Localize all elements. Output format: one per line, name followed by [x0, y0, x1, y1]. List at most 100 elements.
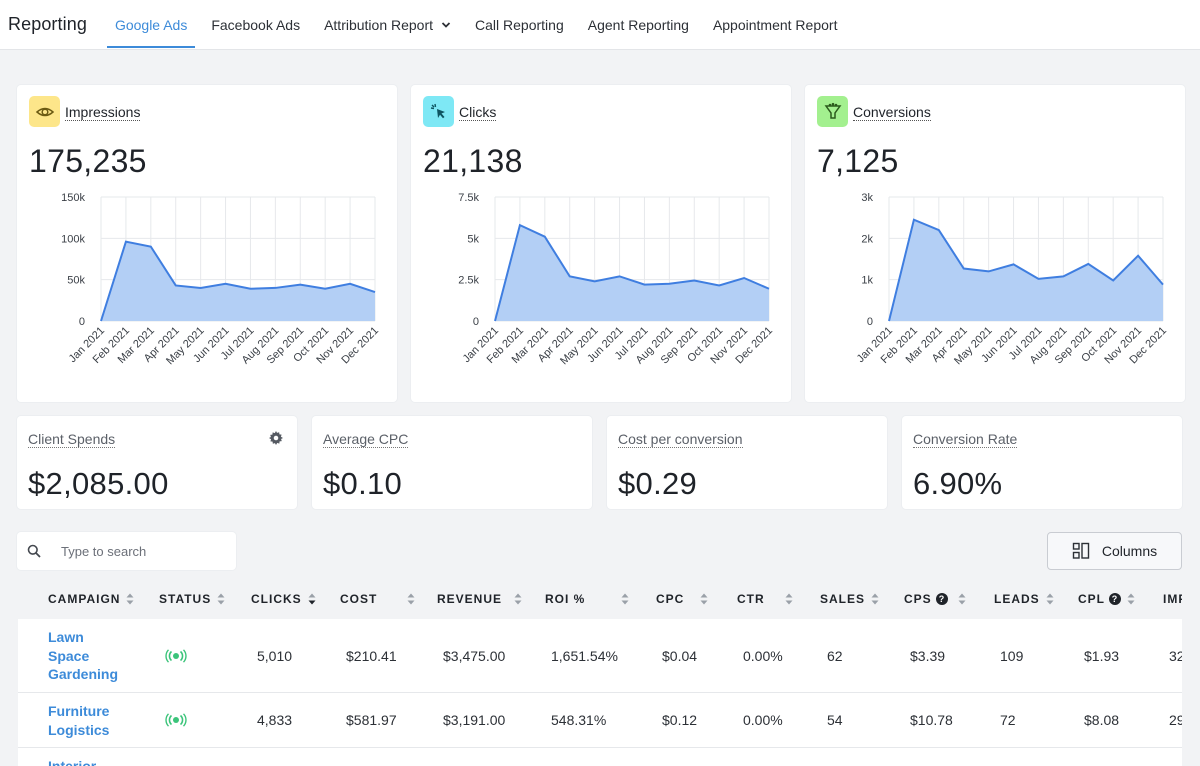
cell-cps: $10.78 — [910, 712, 953, 728]
col-cost[interactable]: COST — [340, 592, 415, 606]
sort-icon — [514, 593, 522, 605]
cell-ctr: 0.00% — [743, 712, 783, 728]
col-revenue[interactable]: REVENUE — [437, 592, 522, 606]
stat-value: $2,085.00 — [28, 466, 169, 501]
y-tick-label: 2k — [861, 233, 873, 245]
sort-desc-icon — [308, 593, 316, 605]
help-icon[interactable]: ? — [1109, 593, 1121, 605]
y-tick-label: 3k — [861, 192, 873, 204]
average-cpc-card: Average CPC $0.10 — [312, 416, 592, 509]
metric-value: 21,138 — [423, 143, 523, 179]
campaign-link[interactable]: Lawn Space Gardening — [48, 629, 119, 682]
stat-label[interactable]: Average CPC — [323, 431, 409, 448]
cell-revenue: $3,191.00 — [443, 712, 506, 728]
col-clicks[interactable]: CLICKS — [251, 592, 316, 606]
broadcast-status-icon — [165, 649, 187, 663]
header-label: COST — [340, 592, 378, 606]
tab-label: Call Reporting — [475, 16, 564, 33]
chevron-down-icon — [441, 21, 451, 28]
cursor-click-icon — [423, 96, 454, 127]
col-roi[interactable]: ROI % — [545, 592, 629, 606]
broadcast-status-icon — [165, 713, 187, 727]
table-row: Lawn Space Gardening 5,010 $210.41 $3,47… — [18, 619, 1182, 693]
col-ctr[interactable]: CTR — [737, 592, 793, 606]
cell-impressions: 32 — [1169, 648, 1182, 664]
stat-value: $0.29 — [618, 466, 698, 501]
col-cpc[interactable]: CPC — [656, 592, 708, 606]
tab-agent-reporting[interactable]: Agent Reporting — [580, 0, 697, 50]
tab-label: Agent Reporting — [587, 16, 689, 33]
cell-sales: 62 — [827, 648, 843, 664]
cell-cpc: $0.04 — [662, 648, 698, 664]
header-label: CPC — [656, 592, 685, 606]
header-label: REVENUE — [437, 592, 503, 606]
col-cpl[interactable]: CPL ? — [1078, 592, 1135, 606]
tab-label: Facebook Ads — [211, 16, 301, 33]
series-line — [494, 223, 770, 322]
metric-label[interactable]: Impressions — [65, 104, 141, 121]
stat-label[interactable]: Cost per conversion — [618, 431, 743, 448]
y-tick-label: 50k — [67, 275, 85, 287]
tab-label: Appointment Report — [712, 16, 838, 33]
stat-value: 6.90% — [913, 466, 1003, 501]
sort-icon — [407, 593, 415, 605]
funnel-icon — [817, 96, 848, 127]
sort-icon — [126, 593, 134, 605]
series-line — [100, 240, 376, 322]
table-row: Furniture Logistics 4,833 $581.97 $3,191… — [18, 693, 1182, 748]
tab-label: Attribution Report — [324, 16, 434, 33]
tab-facebook-ads[interactable]: Facebook Ads — [203, 0, 308, 50]
col-campaign[interactable]: CAMPAIGN — [48, 592, 134, 606]
columns-button[interactable]: Columns — [1047, 532, 1182, 570]
cell-cpc: $0.12 — [662, 712, 698, 728]
y-tick-label: 2.5k — [458, 275, 479, 287]
conversions-card: Conversions 7,125 0 1k 2k 3k Jan 2021 Feb 202… — [805, 85, 1185, 402]
campaign-table: CAMPAIGN STATUS CLICKS COST REVENUE ROI … — [18, 578, 1182, 766]
stat-label[interactable]: Client Spends — [28, 431, 116, 448]
brand-title: Reporting — [8, 14, 87, 34]
sort-icon — [621, 593, 629, 605]
col-impressions[interactable]: IMF — [1163, 592, 1182, 606]
cell-cps: $3.39 — [910, 648, 946, 664]
tab-google-ads[interactable]: Google Ads — [106, 0, 196, 50]
tab-attribution-report[interactable]: Attribution Report — [316, 0, 459, 50]
sort-icon — [1127, 593, 1135, 605]
cell-leads: 72 — [1000, 712, 1016, 728]
search-icon — [27, 544, 41, 558]
metric-label[interactable]: Conversions — [853, 104, 931, 121]
impressions-card: Impressions 175,235 0 50k 100k 150k Jan 2021… — [17, 85, 397, 402]
client-spends-card: Client Spends $2,085.00 — [17, 416, 297, 509]
header-label: ROI % — [545, 592, 586, 606]
gear-icon[interactable] — [269, 431, 283, 445]
tab-call-reporting[interactable]: Call Reporting — [467, 0, 572, 50]
campaign-link[interactable]: Interior — [48, 758, 97, 766]
cost-per-conversion-card: Cost per conversion $0.29 — [607, 416, 887, 509]
stat-value: $0.10 — [323, 466, 403, 501]
table-row: Interior — [18, 748, 1182, 766]
col-leads[interactable]: LEADS — [994, 592, 1054, 606]
header-label: CAMPAIGN — [48, 592, 121, 606]
col-status[interactable]: STATUS — [159, 592, 225, 606]
cell-sales: 54 — [827, 712, 843, 728]
header-label: SALES — [820, 592, 866, 606]
clicks-card: Clicks 21,138 0 2.5k 5k 7.5k Jan 2021 Feb 202… — [411, 85, 791, 402]
col-sales[interactable]: SALES — [820, 592, 879, 606]
col-cps[interactable]: CPS ? — [904, 592, 966, 606]
search-input[interactable] — [61, 543, 221, 559]
campaign-link[interactable]: Furniture Logistics — [48, 703, 110, 738]
metric-label[interactable]: Clicks — [459, 104, 497, 121]
y-tick-label: 0 — [473, 316, 479, 328]
header-label: STATUS — [159, 592, 212, 606]
help-icon[interactable]: ? — [935, 593, 948, 605]
header-label: LEADS — [994, 592, 1040, 606]
tab-label: Google Ads — [114, 16, 188, 33]
area-fill — [101, 241, 375, 321]
metric-value: 175,235 — [29, 143, 147, 179]
tab-appointment-report[interactable]: Appointment Report — [705, 0, 846, 50]
table-header: CAMPAIGN STATUS CLICKS COST REVENUE ROI … — [18, 578, 1182, 619]
cell-cost: $210.41 — [346, 648, 397, 664]
stat-label[interactable]: Conversion Rate — [913, 431, 1018, 448]
header-label: CTR — [737, 592, 765, 606]
